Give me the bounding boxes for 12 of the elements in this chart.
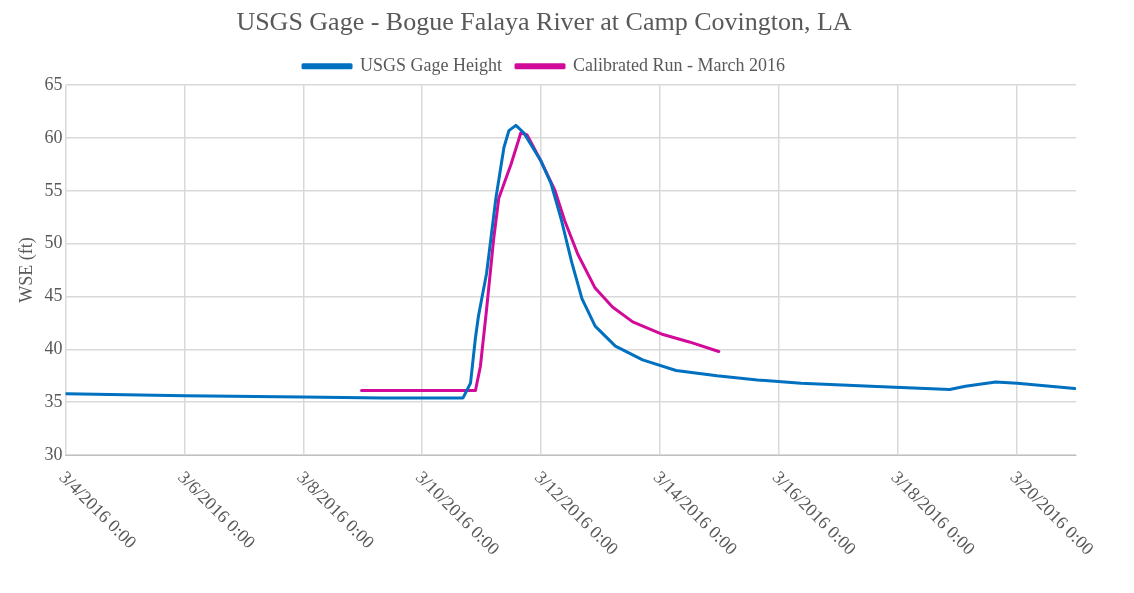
y-tick-label: 60 xyxy=(44,126,63,147)
y-tick-label: 50 xyxy=(44,232,63,253)
y-tick-label: 45 xyxy=(44,285,63,306)
y-tick-label: 30 xyxy=(44,443,63,464)
legend-label: USGS Gage Height xyxy=(360,54,503,75)
y-axis-title: WSE (ft) xyxy=(15,237,37,303)
y-tick-label: 40 xyxy=(44,338,63,359)
legend-label: Calibrated Run - March 2016 xyxy=(573,54,785,75)
chart-title: USGS Gage - Bogue Falaya River at Camp Covington, LA xyxy=(236,7,852,37)
y-tick-label: 65 xyxy=(44,73,63,94)
y-tick-label: 35 xyxy=(44,390,63,411)
y-tick-label: 55 xyxy=(44,179,63,200)
